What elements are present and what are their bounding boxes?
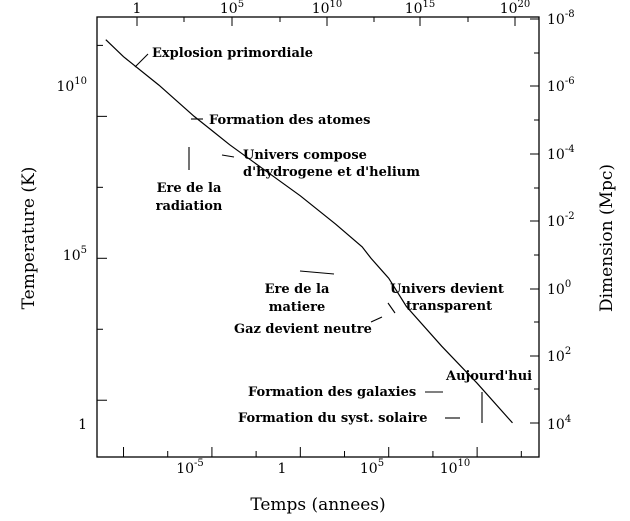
annotation-label: Univers devient — [390, 282, 504, 297]
plot-frame — [96, 16, 540, 458]
annotation-label: d'hydrogene et d'helium — [243, 165, 420, 180]
annotation-label: radiation — [156, 199, 223, 214]
bottom-tick-labels: 10-5 1 105 1010 — [176, 458, 470, 477]
y-left-tick-label: 1010 — [56, 76, 87, 95]
tick-marks — [97, 17, 539, 457]
y-right-tick-label: 10-8 — [547, 9, 575, 28]
y-left-tick-label: 1 — [78, 417, 87, 433]
y2-axis-title: Dimension (Mpc) — [597, 164, 617, 312]
annotation-label: matiere — [269, 300, 326, 315]
leader-line — [299, 270, 335, 275]
annotation-label: Univers compose — [243, 148, 367, 163]
annotations: Explosion primordiale Formation des atom… — [152, 46, 532, 426]
x-top-tick-label: 1010 — [312, 0, 343, 17]
left-tick-labels: 1 105 1010 — [56, 76, 87, 433]
leader-line — [221, 154, 235, 158]
y-right-tick-label: 100 — [547, 279, 571, 298]
x-bottom-tick-label: 10-5 — [176, 458, 204, 477]
y-right-tick-label: 10-2 — [547, 211, 575, 230]
annotation-label: Gaz devient neutre — [234, 322, 372, 337]
annotation-label: Formation des galaxies — [248, 385, 416, 400]
leader-line — [370, 316, 383, 323]
annotation-label: Ere de la — [265, 282, 330, 297]
right-tick-labels: 10-8 10-6 10-4 10-2 100 102 104 — [547, 9, 575, 433]
y-left-tick-label: 105 — [63, 245, 87, 264]
top-tick-labels: 1 105 1010 1015 1020 — [133, 0, 531, 17]
y-right-tick-label: 10-4 — [547, 144, 575, 163]
y-right-tick-label: 104 — [547, 414, 571, 433]
x-top-tick-label: 1 — [133, 1, 142, 17]
y-right-tick-label: 10-6 — [547, 76, 575, 95]
x-axis-title: Temps (annees) — [250, 495, 385, 515]
x-top-tick-label: 1020 — [500, 0, 531, 17]
y-right-tick-label: 102 — [547, 346, 571, 365]
annotation-label: Explosion primordiale — [152, 46, 313, 61]
x-bottom-tick-label: 1010 — [440, 458, 471, 477]
x-bottom-tick-label: 1 — [278, 461, 287, 477]
x-bottom-tick-label: 105 — [360, 458, 384, 477]
annotation-label: Aujourd'hui — [445, 369, 532, 384]
leader-line — [134, 53, 149, 68]
annotation-label: transparent — [406, 299, 492, 314]
y-axis-title: Temperature (K) — [19, 167, 39, 310]
leader-lines — [134, 53, 483, 423]
x-top-tick-label: 1015 — [405, 0, 436, 17]
temperature-curve — [105, 39, 513, 424]
leader-line — [387, 302, 396, 314]
annotation-label: Formation des atomes — [209, 113, 370, 128]
x-top-tick-label: 105 — [220, 0, 244, 17]
annotation-label: Formation du syst. solaire — [238, 411, 428, 426]
annotation-label: Ere de la — [157, 181, 222, 196]
